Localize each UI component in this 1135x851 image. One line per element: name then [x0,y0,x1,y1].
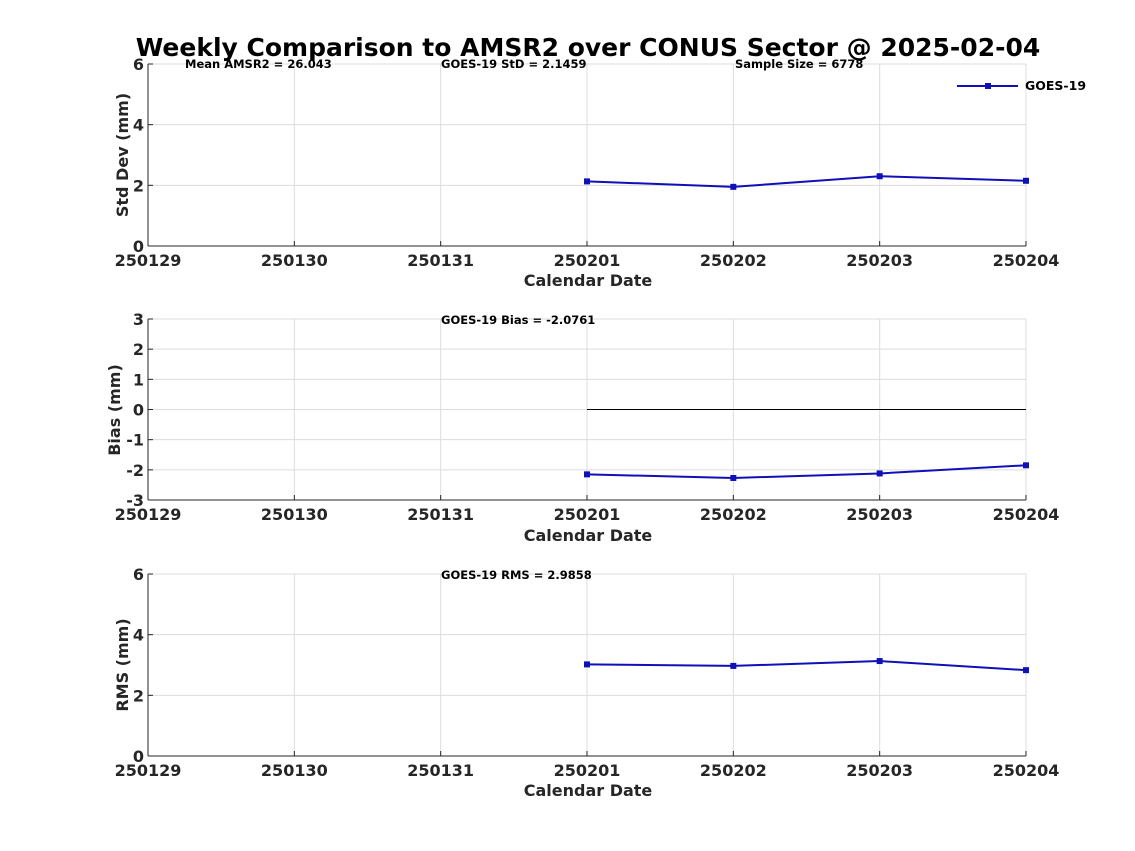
bias-x-tick-label: 250130 [261,505,328,524]
rms-x-tick-label: 250204 [993,761,1060,780]
rms-x-tick-label: 250130 [261,761,328,780]
stddev-data-point [1023,177,1029,184]
bias-y-axis-label: Bias (mm) [105,364,124,456]
rms-annotation: GOES-19 RMS = 2.9858 [441,568,592,582]
stddev-x-tick-label: 250204 [993,251,1060,270]
bias-y-tick-label: 2 [133,340,144,359]
rms-x-axis-label: Calendar Date [524,781,653,800]
bias-x-tick-label: 250203 [846,505,913,524]
rms-x-tick-label: 250201 [554,761,621,780]
bias-panel: 250129 250130 250131 250201 250202 250203 2502… [105,310,1059,545]
stddev-y-tick-label: 4 [133,116,144,135]
legend-marker [985,83,991,89]
rms-series-line [586,660,1027,672]
stddev-data-point [584,178,590,185]
bias-x-tick-label: 250129 [115,505,182,524]
stddev-x-tick-label: 250131 [407,251,474,270]
bias-x-axis-label: Calendar Date [524,526,653,545]
stddev-y-axis-label: Std Dev (mm) [113,93,132,217]
rms-y-tick-label: 6 [133,565,144,584]
stddev-x-ticks: 250129 250130 250131 250201 250202 250203 2502… [115,251,1060,270]
stddev-annotation-std: GOES-19 StD = 2.1459 [441,57,586,71]
bias-annotation: GOES-19 Bias = -2.0761 [441,313,595,327]
rms-x-ticks: 250129 250130 250131 250201 250202 250203 2502… [115,761,1060,780]
stddev-x-tick-label: 250129 [115,251,182,270]
rms-x-tick-label: 250131 [407,761,474,780]
rms-panel: 250129 250130 250131 250201 250202 250203 2502… [113,565,1059,800]
rms-y-tick-label: 4 [133,626,144,645]
figure-title: Weekly Comparison to AMSR2 over CONUS Se… [136,33,1041,62]
rms-data-point [730,662,737,669]
stddev-data-point [730,183,737,190]
rms-data-point [1023,667,1029,674]
rms-axes [147,573,1027,757]
bias-data-point [1023,462,1029,469]
bias-y-tick-label: 1 [133,370,144,389]
stddev-y-tick-label: 0 [133,237,144,256]
stddev-y-ticks: 0 2 4 6 [133,55,144,256]
stddev-series [584,173,1029,190]
stddev-x-axis-label: Calendar Date [524,271,653,290]
stddev-x-tick-label: 250203 [846,251,913,270]
rms-y-axis-label: RMS (mm) [113,618,132,711]
bias-y-tick-label: -1 [126,431,144,450]
bias-x-tick-label: 250204 [993,505,1060,524]
stddev-y-tick-label: 6 [133,55,144,74]
bias-y-tick-label: -3 [126,491,144,510]
bias-x-tick-label: 250131 [407,505,474,524]
rms-data-point [876,658,883,665]
bias-y-tick-label: 0 [133,401,144,420]
rms-y-tick-label: 2 [133,686,144,705]
rms-series [584,658,1029,674]
stddev-y-tick-label: 2 [133,176,144,195]
rms-y-ticks: 0 2 4 6 [133,565,144,766]
stddev-x-tick-label: 250201 [554,251,621,270]
bias-x-ticks: 250129 250130 250131 250201 250202 250203 2502… [115,505,1060,524]
rms-x-tick-label: 250202 [700,761,767,780]
stddev-data-point [876,173,883,180]
bias-x-tick-label: 250201 [554,505,621,524]
bias-axes [147,318,1027,501]
bias-data-point [730,474,737,481]
bias-y-tick-label: -2 [126,461,144,480]
bias-data-point [876,470,883,477]
stddev-series-line [586,175,1027,188]
bias-data-point [584,471,590,478]
stddev-annotation-sample-size: Sample Size = 6778 [735,57,863,71]
rms-x-tick-label: 250129 [115,761,182,780]
bias-series-line [586,464,1027,479]
stddev-axes [147,63,1027,247]
stddev-annotation-mean: Mean AMSR2 = 26.043 [185,57,332,71]
stddev-x-tick-label: 250202 [700,251,767,270]
rms-x-tick-label: 250203 [846,761,913,780]
bias-x-tick-label: 250202 [700,505,767,524]
legend: GOES-19 [957,78,1086,93]
legend-label: GOES-19 [1025,78,1086,93]
rms-y-tick-label: 0 [133,747,144,766]
bias-y-ticks: -3 -2 -1 0 1 2 3 [126,310,144,510]
bias-y-tick-label: 3 [133,310,144,329]
stddev-x-tick-label: 250130 [261,251,328,270]
bias-series [584,462,1029,481]
stddev-panel: 250129 250130 250131 250201 250202 250203 2502… [113,55,1086,290]
rms-data-point [584,661,590,668]
